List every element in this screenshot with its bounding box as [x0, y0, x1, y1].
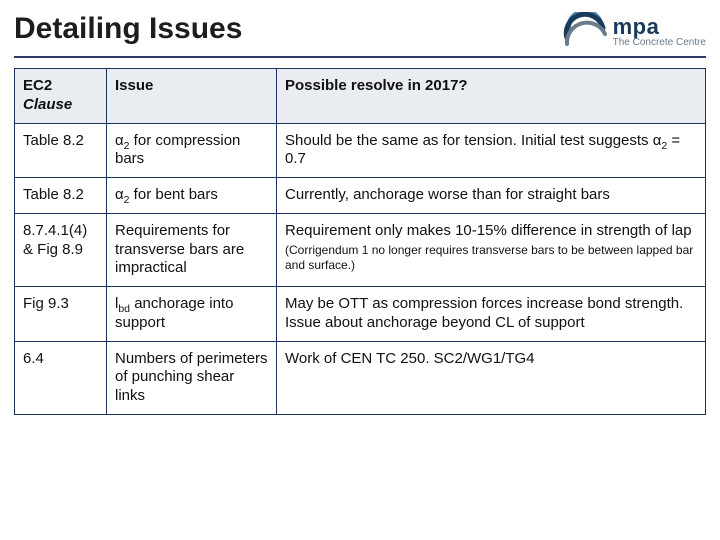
table-row: Fig 9.3 lbd anchorage into support May b… [15, 287, 706, 342]
cell-resolve: Work of CEN TC 250. SC2/WG1/TG4 [277, 341, 706, 414]
issues-table: EC2 Clause Issue Possible resolve in 201… [14, 68, 706, 415]
table-header-row: EC2 Clause Issue Possible resolve in 201… [15, 69, 706, 124]
cell-issue: α2 for bent bars [107, 178, 277, 214]
cell-clause: Fig 9.3 [15, 287, 107, 342]
cell-resolve: May be OTT as compression forces increas… [277, 287, 706, 342]
mpa-swoosh-icon [563, 12, 607, 52]
cell-issue: Requirements for transverse bars are imp… [107, 213, 277, 286]
brand-mpa: mpa [613, 15, 706, 38]
cell-resolve: Should be the same as for tension. Initi… [277, 123, 706, 178]
cell-issue: lbd anchorage into support [107, 287, 277, 342]
cell-clause: Table 8.2 [15, 123, 107, 178]
brand-sub: The Concrete Centre [613, 38, 706, 49]
page-title: Detailing Issues [14, 12, 242, 46]
col-header-issue: Issue [107, 69, 277, 124]
header-clause-word: Clause [23, 96, 72, 113]
cell-resolve: Requirement only makes 10-15% difference… [277, 213, 706, 286]
cell-clause: 6.4 [15, 341, 107, 414]
brand-logo: mpa The Concrete Centre [563, 12, 706, 52]
table-row: 8.7.4.1(4) & Fig 8.9 Requirements for tr… [15, 213, 706, 286]
table-row: Table 8.2 α2 for bent bars Currently, an… [15, 178, 706, 214]
col-header-resolve: Possible resolve in 2017? [277, 69, 706, 124]
cell-clause: 8.7.4.1(4) & Fig 8.9 [15, 213, 107, 286]
cell-issue: α2 for compression bars [107, 123, 277, 178]
header: Detailing Issues mpa The Concrete Centre [14, 12, 706, 52]
cell-resolve: Currently, anchorage worse than for stra… [277, 178, 706, 214]
brand-text: mpa The Concrete Centre [613, 15, 706, 49]
slide: Detailing Issues mpa The Concrete Centre… [0, 0, 720, 540]
title-underline [14, 56, 706, 58]
cell-issue: Numbers of perimeters of punching shear … [107, 341, 277, 414]
table-row: Table 8.2 α2 for compression bars Should… [15, 123, 706, 178]
cell-clause: Table 8.2 [15, 178, 107, 214]
table-row: 6.4 Numbers of perimeters of punching sh… [15, 341, 706, 414]
col-header-clause: EC2 Clause [15, 69, 107, 124]
header-ec2: EC2 [23, 77, 52, 94]
